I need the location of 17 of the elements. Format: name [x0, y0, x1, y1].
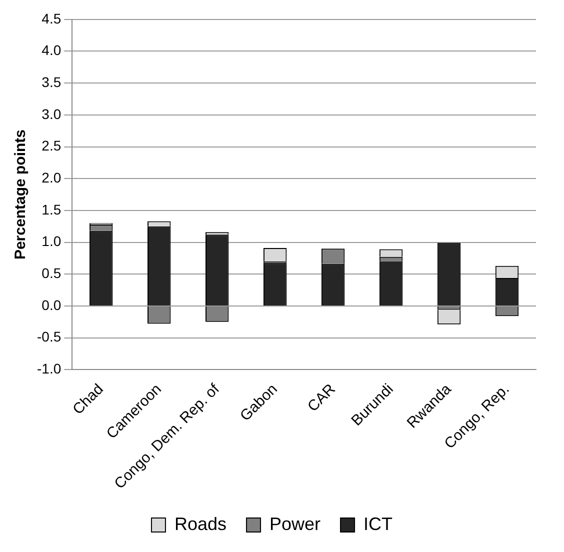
y-tick-label: 1.0 [42, 233, 62, 250]
y-tick-label: -0.5 [37, 328, 62, 345]
x-tick-label: CAR [304, 380, 339, 416]
legend-label: Power [270, 514, 321, 534]
y-tick-label: 4.0 [42, 42, 62, 58]
y-tick-label: 0.0 [42, 296, 62, 313]
y-tick-label: 1.5 [42, 201, 62, 218]
y-tick-label: 4.5 [42, 10, 62, 26]
y-tick-label: 2.5 [42, 138, 62, 154]
y-tick-label: 3.5 [42, 74, 62, 90]
y-axis-title: Percentage points [12, 129, 30, 260]
legend-label: ICT [364, 514, 393, 534]
y-tick-label: 3.0 [42, 106, 62, 122]
y-tick-label: 2.0 [42, 169, 62, 186]
y-tick-label: -1.0 [37, 360, 62, 376]
legend-label: Roads [174, 514, 227, 534]
y-tick-label: 0.5 [42, 264, 62, 281]
